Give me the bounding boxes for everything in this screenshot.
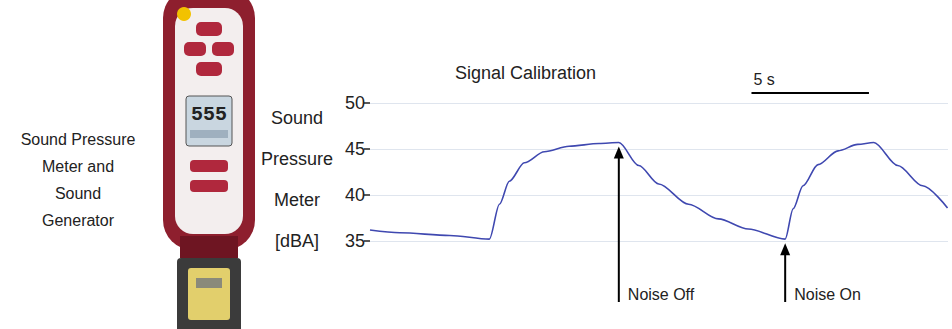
svg-text:5 s: 5 s: [753, 71, 774, 88]
svg-text:Meter: Meter: [274, 190, 320, 210]
svg-text:[dBA]: [dBA]: [275, 231, 319, 251]
svg-text:Sound Pressure: Sound Pressure: [21, 131, 136, 148]
svg-text:Signal Calibration: Signal Calibration: [455, 63, 596, 83]
svg-text:Noise Off: Noise Off: [628, 286, 695, 303]
svg-text:50: 50: [345, 93, 365, 113]
svg-text:Pressure: Pressure: [261, 149, 333, 169]
svg-text:35: 35: [345, 231, 365, 251]
svg-text:Sound: Sound: [271, 108, 323, 128]
svg-text:45: 45: [345, 139, 365, 159]
svg-text:Meter and: Meter and: [42, 158, 114, 175]
svg-text:Noise On: Noise On: [794, 286, 861, 303]
svg-text:Generator: Generator: [42, 212, 115, 229]
svg-text:555: 555: [191, 103, 227, 126]
svg-text:Sound: Sound: [55, 185, 101, 202]
svg-text:40: 40: [345, 185, 365, 205]
